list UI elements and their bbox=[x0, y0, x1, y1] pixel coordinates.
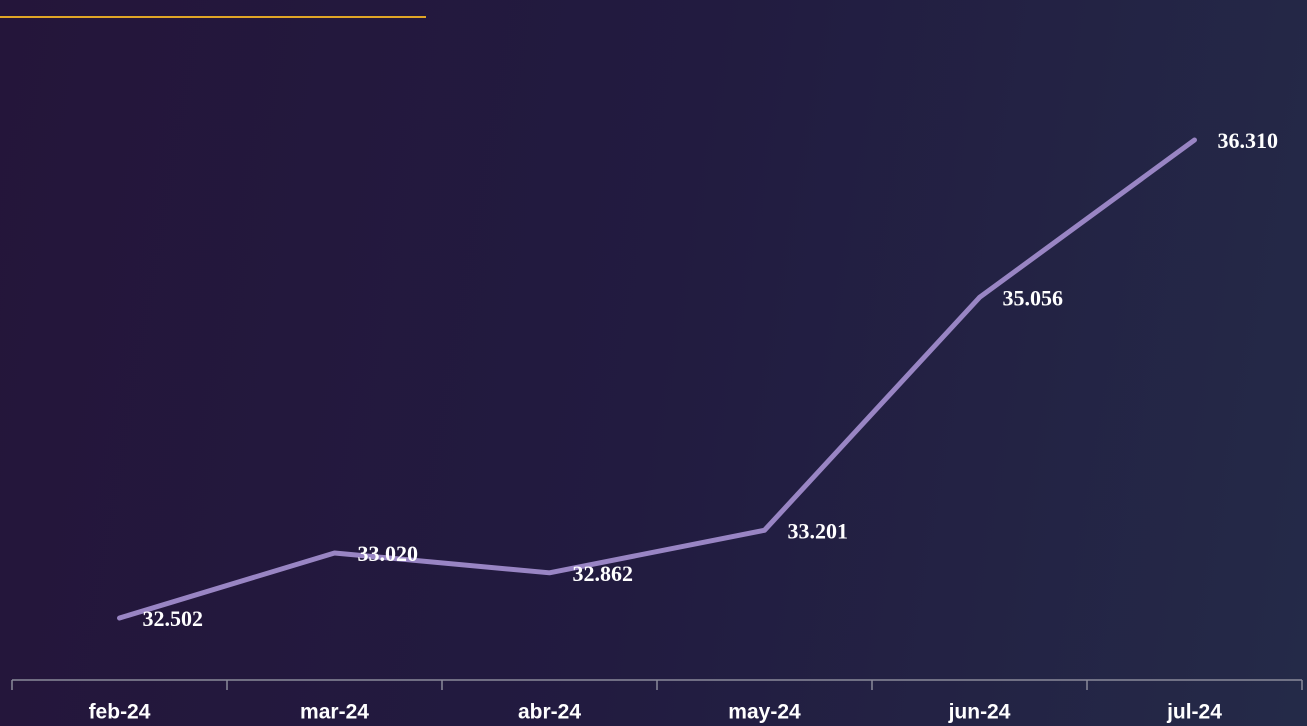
data-label: 33.201 bbox=[788, 518, 849, 543]
x-tick-label: mar-24 bbox=[300, 701, 369, 724]
data-label: 33.020 bbox=[358, 541, 419, 566]
data-label: 35.056 bbox=[1003, 285, 1064, 310]
x-tick-label: feb-24 bbox=[89, 701, 151, 724]
x-tick-label: abr-24 bbox=[518, 701, 581, 724]
x-tick-label: may-24 bbox=[728, 701, 801, 724]
x-tick-label: jul-24 bbox=[1166, 701, 1222, 724]
data-label: 32.862 bbox=[573, 561, 634, 586]
x-tick-label: jun-24 bbox=[948, 701, 1011, 724]
data-label: 36.310 bbox=[1218, 128, 1279, 153]
data-label: 32.502 bbox=[143, 606, 204, 631]
line bbox=[117, 137, 1197, 621]
